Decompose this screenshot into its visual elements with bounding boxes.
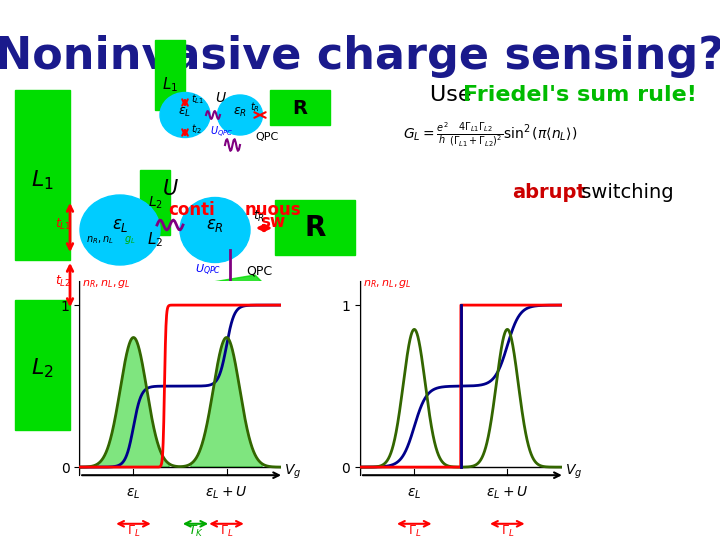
Text: abrupt: abrupt: [512, 183, 586, 201]
Text: $n_R, n_L$: $n_R, n_L$: [86, 234, 114, 246]
Text: $\varepsilon_L+U$: $\varepsilon_L+U$: [205, 484, 248, 501]
Bar: [275, 200, 355, 255]
Ellipse shape: [180, 198, 250, 262]
Text: $G_L = \frac{e^2}{h} \frac{4\Gamma_{L1}\Gamma_{L2}}{(\Gamma_{L1}+\Gamma_{L2})^2}: $G_L = \frac{e^2}{h} \frac{4\Gamma_{L1}\…: [402, 120, 577, 150]
Text: $\varepsilon_L$: $\varepsilon_L$: [126, 486, 140, 501]
Text: Use: Use: [430, 85, 479, 105]
Text: $\varepsilon_L$: $\varepsilon_L$: [112, 216, 128, 234]
Bar: [270, 90, 330, 125]
Text: $\varepsilon_R$: $\varepsilon_R$: [233, 105, 247, 119]
Text: $L_2$: $L_2$: [147, 231, 163, 249]
Text: $V_g$: $V_g$: [284, 463, 301, 481]
Text: $L_2$: $L_2$: [31, 356, 53, 380]
Text: $t_{L1}$: $t_{L1}$: [191, 92, 204, 106]
Text: $t_R$: $t_R$: [253, 209, 265, 224]
Text: QPC: QPC: [246, 265, 272, 278]
Text: $\varepsilon_L$: $\varepsilon_L$: [407, 486, 421, 501]
Text: $\Gamma_L$: $\Gamma_L$: [127, 524, 140, 539]
Text: $n_R, n_L, g_L$: $n_R, n_L, g_L$: [82, 278, 131, 289]
Text: $U$: $U$: [215, 91, 227, 105]
Text: sw: sw: [260, 213, 285, 231]
Text: Noninvasive charge sensing?: Noninvasive charge sensing?: [0, 35, 720, 78]
Polygon shape: [195, 275, 270, 300]
Text: QPC: QPC: [255, 132, 278, 142]
Text: $\Gamma_L$: $\Gamma_L$: [220, 524, 233, 539]
Text: $\varepsilon_L+U$: $\varepsilon_L+U$: [486, 484, 528, 501]
Text: $\varepsilon_L$: $\varepsilon_L$: [179, 105, 192, 119]
Text: switching: switching: [575, 183, 674, 201]
Text: $\Gamma_L$: $\Gamma_L$: [408, 524, 421, 539]
Text: $t_R$: $t_R$: [250, 100, 260, 114]
Text: $V_g$: $V_g$: [564, 463, 582, 481]
Text: $U_{QPC}$: $U_{QPC}$: [195, 262, 221, 278]
Text: $t_{L2}$: $t_{L2}$: [55, 274, 71, 289]
Bar: [155, 40, 185, 110]
Text: $U$: $U$: [162, 179, 179, 199]
Text: conti: conti: [168, 201, 215, 219]
Text: $L_2$: $L_2$: [148, 195, 163, 211]
Bar: [15, 90, 70, 260]
Text: $U_{QPC}$: $U_{QPC}$: [210, 125, 233, 140]
Text: nuous: nuous: [245, 201, 302, 219]
Text: R: R: [292, 98, 307, 118]
Text: $t_{l2}$: $t_{l2}$: [191, 122, 202, 136]
Text: $\Gamma_L$: $\Gamma_L$: [500, 524, 514, 539]
Ellipse shape: [217, 95, 263, 135]
Ellipse shape: [160, 92, 210, 138]
Bar: [15, 300, 70, 430]
Text: R: R: [305, 214, 325, 242]
Ellipse shape: [80, 195, 160, 265]
Text: $g_L$: $g_L$: [125, 234, 136, 246]
Text: $L_1$: $L_1$: [162, 76, 178, 94]
Text: $\varepsilon_R$: $\varepsilon_R$: [206, 216, 224, 234]
Text: Friedel's sum rule!: Friedel's sum rule!: [463, 85, 697, 105]
Bar: [140, 170, 170, 235]
Text: $L_1$: $L_1$: [31, 168, 53, 192]
Text: $n_R, n_L, g_L$: $n_R, n_L, g_L$: [363, 278, 412, 289]
Text: $t_{L1}$: $t_{L1}$: [55, 217, 71, 232]
Text: $T_K$: $T_K$: [187, 524, 204, 539]
